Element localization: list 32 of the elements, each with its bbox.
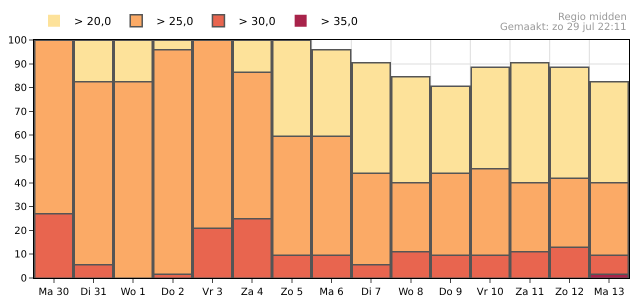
y-tick-label: 50 — [14, 154, 27, 166]
x-tick-label: Di 7 — [361, 287, 382, 298]
x-tick-label: Ma 13 — [594, 287, 625, 298]
x-tick-label: Ma 30 — [38, 287, 70, 298]
x-tick-label: Zo 5 — [280, 287, 304, 298]
y-tick-label: 100 — [8, 36, 27, 46]
y-tick-label: 20 — [14, 226, 27, 237]
x-tick-label: Ma 6 — [319, 287, 344, 298]
x-tick-label: Zo 12 — [555, 287, 584, 298]
text: Gemaakt: zo 29 jul 22:11 — [500, 22, 626, 33]
x-tick-label: Za 4 — [240, 287, 264, 298]
legend-label: > 30,0 — [238, 15, 276, 28]
x-tick-label: Do 2 — [161, 287, 185, 298]
y-tick-label: 40 — [14, 178, 27, 190]
y-tick-label: 70 — [14, 106, 27, 118]
y-tick-label: 90 — [14, 59, 27, 70]
y-tick-label: 30 — [14, 202, 27, 214]
y-tick-label: 60 — [14, 130, 27, 142]
legend-label: > 35,0 — [320, 15, 358, 28]
x-tick-label: Wo 8 — [398, 287, 424, 298]
x-tick-label: Do 9 — [438, 287, 462, 298]
x-tick-label: Za 11 — [515, 287, 544, 298]
text: Regio midden — [558, 12, 627, 23]
legend-label: > 20,0 — [74, 15, 112, 28]
y-tick-label: 80 — [14, 83, 27, 94]
x-tick-label: Wo 1 — [120, 287, 146, 298]
legend-label: > 25,0 — [156, 15, 194, 28]
x-tick-label: Di 31 — [80, 287, 107, 298]
x-tick-label: Vr 3 — [202, 287, 223, 298]
x-tick-label: Vr 10 — [476, 287, 504, 298]
y-tick-label: 0 — [20, 274, 27, 284]
y-tick-label: 10 — [14, 250, 27, 261]
